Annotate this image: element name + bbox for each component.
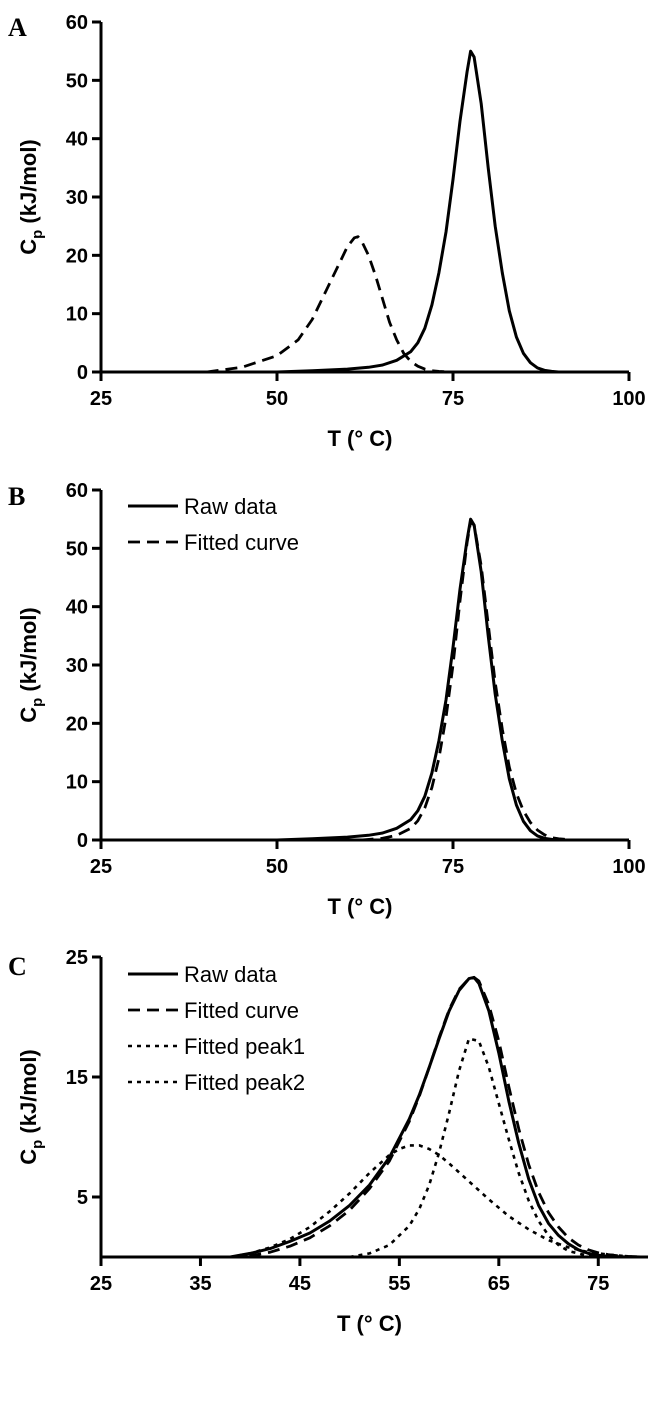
x-tick-label: 45 xyxy=(289,1273,311,1295)
y-tick-label: 50 xyxy=(66,70,88,92)
x-axis-title: T (° C) xyxy=(327,894,392,919)
x-tick-label: 100 xyxy=(612,388,645,410)
x-tick-label: 55 xyxy=(388,1273,410,1295)
y-tick-label: 40 xyxy=(66,129,88,151)
y-tick-label: 10 xyxy=(66,304,88,326)
y-axis-title-rest: (kJ/mol) xyxy=(16,607,41,697)
y-axis-title-sub: p xyxy=(29,230,46,239)
x-axis-title: T (° C) xyxy=(337,1311,402,1336)
y-axis-title-sub: p xyxy=(29,1140,46,1149)
legend-label: Fitted peak1 xyxy=(184,1034,305,1059)
y-axis-title: Cp (kJ/mol) xyxy=(16,1049,46,1165)
chart-panel-C: C 25 35 45 55 65 75 5 15 25 T (° C) Cp (kJ/mol) Raw … xyxy=(8,947,649,1336)
series-line-fitted-peak2 xyxy=(349,1037,609,1259)
y-tick-label: 10 xyxy=(66,772,88,794)
x-tick-label: 100 xyxy=(612,856,645,878)
y-tick-label: 5 xyxy=(77,1187,88,1209)
legend-label: Fitted peak2 xyxy=(184,1070,305,1095)
legend-label: Raw data xyxy=(184,962,278,987)
legend-label: Fitted curve xyxy=(184,998,299,1023)
x-tick-label: 75 xyxy=(442,856,464,878)
y-axis-title-rest: (kJ/mol) xyxy=(16,139,41,229)
y-axis-title-sub: p xyxy=(29,698,46,707)
chart-panel-A: A 25 50 75 100 0 10 20 30 40 50 60 T (° C) Cp (kJ/mol… xyxy=(8,12,646,451)
x-tick-label: 75 xyxy=(587,1273,609,1295)
y-axis-title-main: C xyxy=(16,1149,41,1165)
y-tick-label: 60 xyxy=(66,480,88,502)
y-tick-label: 20 xyxy=(66,245,88,267)
x-axis-title: T (° C) xyxy=(327,426,392,451)
y-axis-title-main: C xyxy=(16,707,41,723)
series-line-dashed-1 xyxy=(206,235,454,374)
series-line-fitted-curve xyxy=(361,520,573,842)
x-tick-label: 35 xyxy=(189,1273,211,1295)
chart-panel-B: B 25 50 75 100 0 10 20 30 40 50 60 T (° C) Cp (kJ/mol… xyxy=(8,480,646,919)
series-line-raw-data xyxy=(230,975,629,1259)
x-tick-label: 65 xyxy=(488,1273,510,1295)
y-tick-label: 30 xyxy=(66,187,88,209)
x-tick-label: 25 xyxy=(90,856,112,878)
y-tick-label: 0 xyxy=(77,830,88,852)
series-line-raw-data xyxy=(276,517,559,842)
y-tick-label: 60 xyxy=(66,12,88,34)
series-line-fitted-peak1 xyxy=(230,1144,649,1259)
y-tick-label: 0 xyxy=(77,362,88,384)
legend-label: Raw data xyxy=(184,494,278,519)
y-axis-title-main: C xyxy=(16,239,41,255)
panel-letter: C xyxy=(8,952,27,981)
panel-letter: A xyxy=(8,13,27,42)
y-axis-title: Cp (kJ/mol) xyxy=(16,139,46,255)
y-tick-label: 20 xyxy=(66,713,88,735)
x-tick-label: 25 xyxy=(90,388,112,410)
series-line-solid-0 xyxy=(276,49,559,374)
series-line-fitted-curve xyxy=(230,976,649,1259)
y-tick-label: 30 xyxy=(66,655,88,677)
y-tick-label: 25 xyxy=(66,947,88,969)
y-tick-label: 40 xyxy=(66,597,88,619)
y-axis-title: Cp (kJ/mol) xyxy=(16,607,46,723)
legend-label: Fitted curve xyxy=(184,530,299,555)
y-tick-label: 50 xyxy=(66,538,88,560)
y-axis-title-rest: (kJ/mol) xyxy=(16,1049,41,1139)
x-tick-label: 75 xyxy=(442,388,464,410)
x-tick-label: 50 xyxy=(266,388,288,410)
panel-letter: B xyxy=(8,482,25,511)
x-tick-label: 50 xyxy=(266,856,288,878)
y-tick-label: 15 xyxy=(66,1067,88,1089)
x-tick-label: 25 xyxy=(90,1273,112,1295)
